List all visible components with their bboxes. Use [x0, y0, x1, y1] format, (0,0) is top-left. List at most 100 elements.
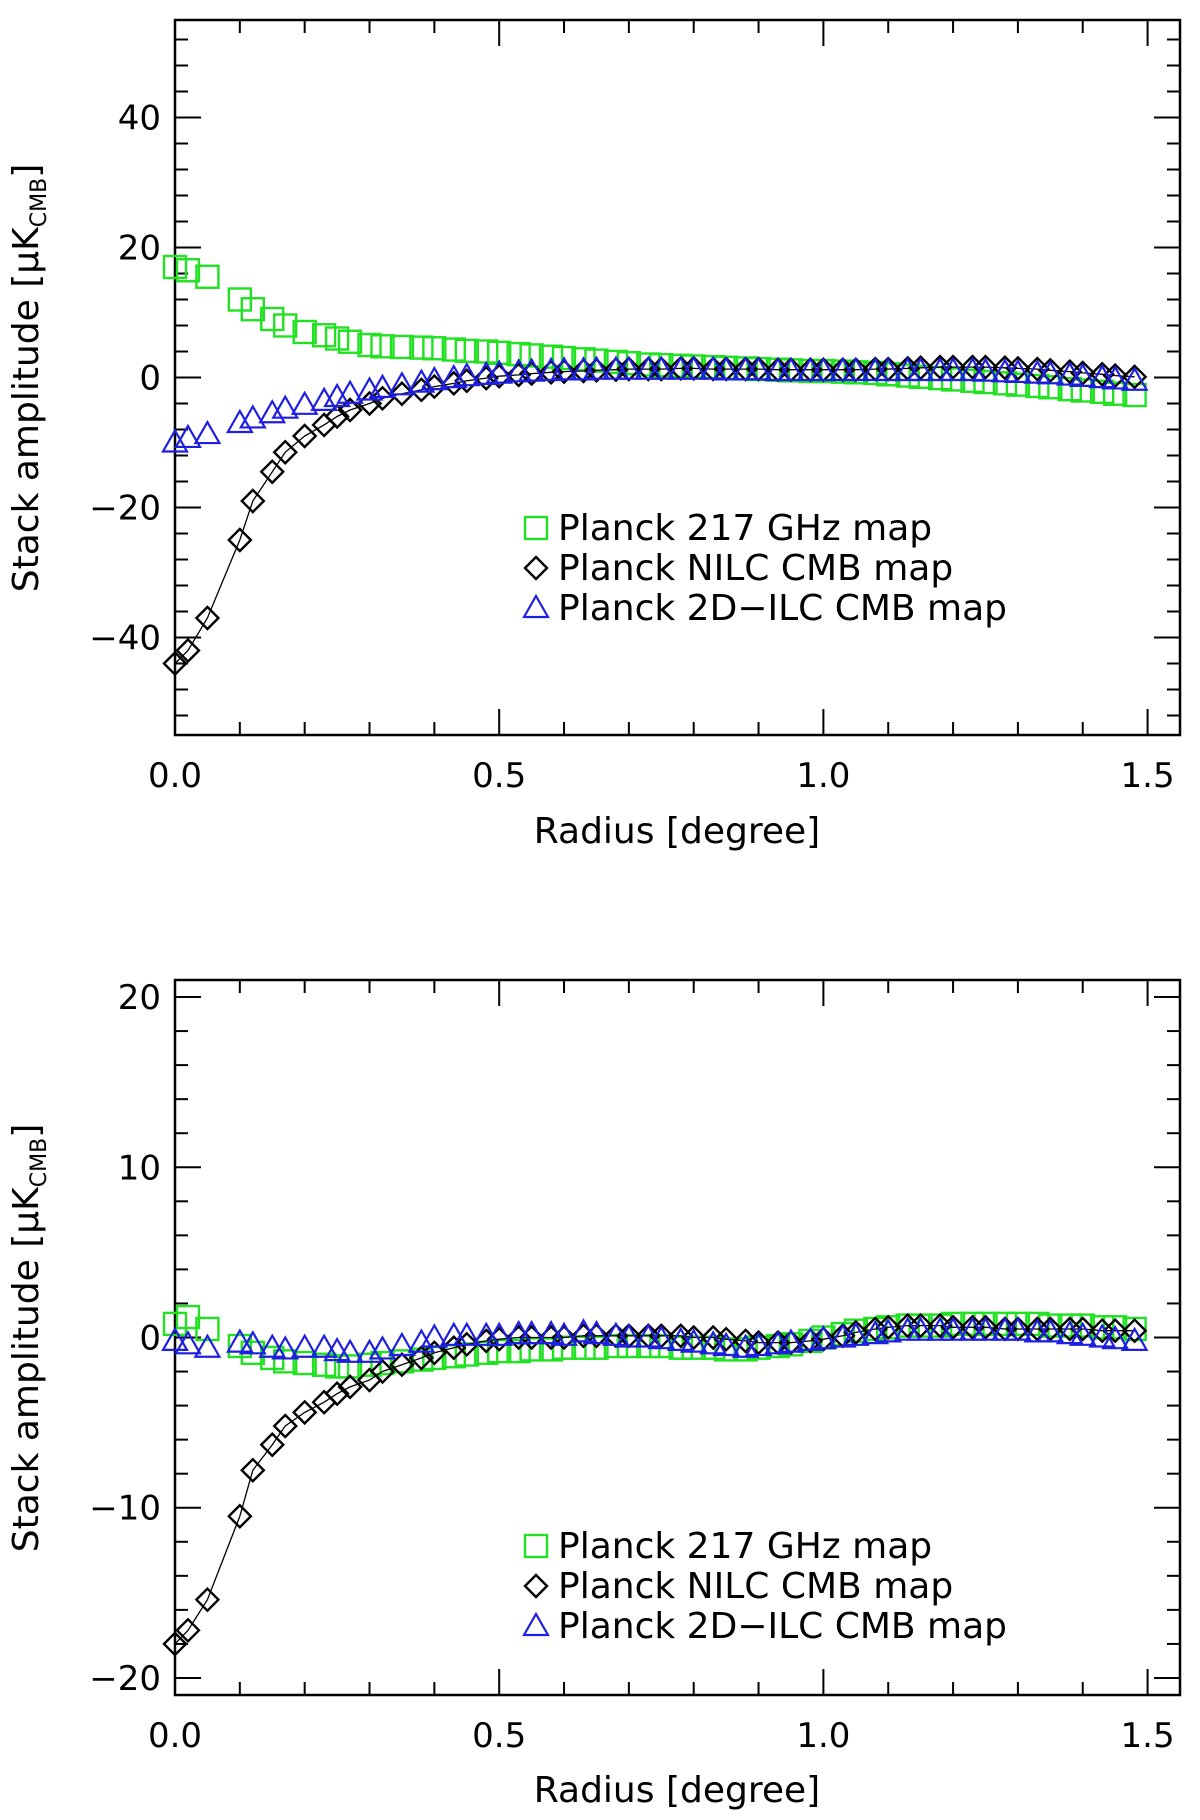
bottom-x-tick-label: 0.5: [472, 1716, 526, 1756]
top-square-data-point: [636, 352, 661, 377]
bottom-diamond-data-point: [272, 1413, 298, 1439]
bottom-triangle-data-point: [310, 1333, 339, 1358]
top-square-data-point: [292, 319, 317, 345]
bottom-triangle-data-point: [971, 1316, 1000, 1341]
bottom-diamond-data-point: [1070, 1316, 1096, 1342]
bottom-y-tick-label: 0: [139, 1319, 161, 1359]
bottom-diamond-data-point: [369, 1358, 396, 1385]
top-square-data-point: [1102, 381, 1128, 406]
bottom-triangle-data-point: [517, 1319, 546, 1345]
top-triangle-data-point: [582, 355, 611, 380]
top-triangle-data-point: [971, 357, 1000, 382]
top-triangle-data-point: [809, 356, 838, 382]
top-diamond-data-point: [324, 403, 350, 430]
top-triangle-data-point: [614, 355, 643, 380]
top-triangle-data-point: [336, 379, 364, 404]
top-triangle-data-point: [991, 358, 1019, 383]
top-triangle-data-point: [1088, 363, 1117, 389]
top-triangle-data-point: [1101, 365, 1130, 390]
top-diamond-data-point: [227, 527, 253, 553]
top-square-data-point: [260, 306, 285, 332]
top-diamond-data-point: [972, 354, 999, 380]
top-diamond-data-point: [291, 423, 318, 449]
bottom-legend-square-symbol: [523, 1533, 549, 1559]
bottom-diamond-data-point: [894, 1312, 921, 1339]
top-triangle-data-point: [290, 390, 319, 415]
bottom-y-axis-title-main: Stack amplitude [μK: [6, 1186, 47, 1552]
top-triangle-data-point: [1023, 359, 1052, 384]
top-series: [161, 254, 1149, 677]
top-square-data-point: [992, 371, 1018, 396]
bottom-tick-labels: 0.0 0.5 1.0 1.5 −20 −10 0 10 20: [89, 978, 1174, 1756]
top-square-data-point: [227, 287, 253, 312]
bottom-diamond-data-point: [875, 1314, 901, 1340]
top-triangle-data-point: [1068, 362, 1097, 387]
top-square-data-point: [324, 326, 350, 351]
bottom-triangle-data-point: [537, 1319, 565, 1345]
top-y-tick-label: 20: [118, 229, 161, 269]
bottom-triangle-data-point: [1068, 1321, 1097, 1346]
top-triangle-data-point: [193, 419, 222, 445]
top-triangle-data-point: [777, 356, 805, 382]
bottom-square-data-point: [474, 1340, 499, 1366]
top-square-data-point: [441, 337, 467, 362]
top-triangle-data-point: [452, 361, 481, 387]
top-x-tick-label: 0.5: [472, 756, 526, 796]
bottom-ticks: [174, 980, 1180, 1695]
bottom-y-tick-label: 10: [118, 1148, 161, 1188]
bottom-diamond-data-point: [1089, 1317, 1115, 1344]
top-y-axis-title: Stack amplitude [μKCMB]: [6, 164, 52, 593]
bottom-triangle-data-point: [290, 1333, 319, 1358]
top-diamond-data-point: [1102, 362, 1128, 389]
bottom-triangle-data-point: [647, 1324, 676, 1350]
bottom-triangle-data-point: [634, 1323, 663, 1348]
bottom-y-axis-title: Stack amplitude [μKCMB]: [6, 1124, 52, 1553]
top-y-tick-label: −40: [89, 619, 161, 659]
top-triangle-data-point: [550, 356, 578, 381]
top-triangle-data-point: [699, 355, 728, 380]
bottom-square-data-point: [454, 1342, 479, 1367]
top-square-data-point: [389, 334, 415, 360]
top-x-tick-label: 1.0: [796, 756, 850, 796]
bottom-triangle-data-point: [368, 1335, 397, 1360]
bottom-triangle-data-point: [699, 1330, 728, 1355]
bottom-triangle-data-point: [1055, 1319, 1084, 1345]
bottom-triangle-data-point: [602, 1321, 630, 1346]
bottom-diamond-data-point: [421, 1340, 448, 1366]
top-y-tick-label: 40: [118, 99, 161, 139]
top-triangle-data-point: [258, 399, 287, 424]
top-y-tick-label: −20: [89, 489, 161, 529]
bottom-triangle-data-point: [420, 1323, 449, 1348]
bottom-triangle-data-point: [323, 1336, 351, 1362]
bottom-diamond-data-point: [1037, 1316, 1064, 1342]
top-triangle-data-point: [238, 404, 267, 429]
top-square-data-point: [454, 338, 479, 364]
bottom-legend-diamond-symbol: [523, 1573, 549, 1599]
top-square-data-point: [1025, 373, 1050, 399]
bottom-y-tick-label: −20: [89, 1659, 161, 1699]
top-legend-square-symbol: [523, 515, 549, 541]
bottom-diamond-data-point: [862, 1316, 888, 1342]
bottom-legend-label: Planck 2D−ILC CMB map: [558, 1606, 1007, 1647]
bottom-diamond-data-point: [972, 1314, 999, 1340]
bottom-triangle-data-point: [258, 1333, 287, 1358]
bottom-diamond-data-point: [713, 1326, 739, 1352]
top-square-data-point: [337, 329, 363, 354]
top-y-axis-title-sub: CMB: [27, 178, 52, 227]
bottom-diamond-data-point: [1057, 1316, 1083, 1342]
bottom-triangle-data-point: [809, 1324, 838, 1350]
bottom-square-data-point: [324, 1354, 350, 1379]
bottom-diamond-data-point: [227, 1503, 253, 1529]
bottom-square-data-point: [227, 1333, 253, 1359]
top-x-tick-label: 1.5: [1121, 756, 1175, 796]
bottom-triangle-data-point: [569, 1318, 598, 1343]
top-square-data-point: [551, 345, 577, 371]
bottom-x-tick-label: 1.0: [796, 1716, 850, 1756]
bottom-diamond-data-point: [175, 1617, 201, 1644]
top-triangle-data-point: [712, 356, 741, 381]
bottom-triangle-data-point: [679, 1328, 708, 1353]
bottom-panel: 0.0 0.5 1.0 1.5 −20 −10 0 10 20 Planck 217 GHz m…: [6, 978, 1182, 1811]
bottom-y-tick-label: −10: [89, 1489, 161, 1529]
top-square-data-point: [370, 334, 395, 359]
